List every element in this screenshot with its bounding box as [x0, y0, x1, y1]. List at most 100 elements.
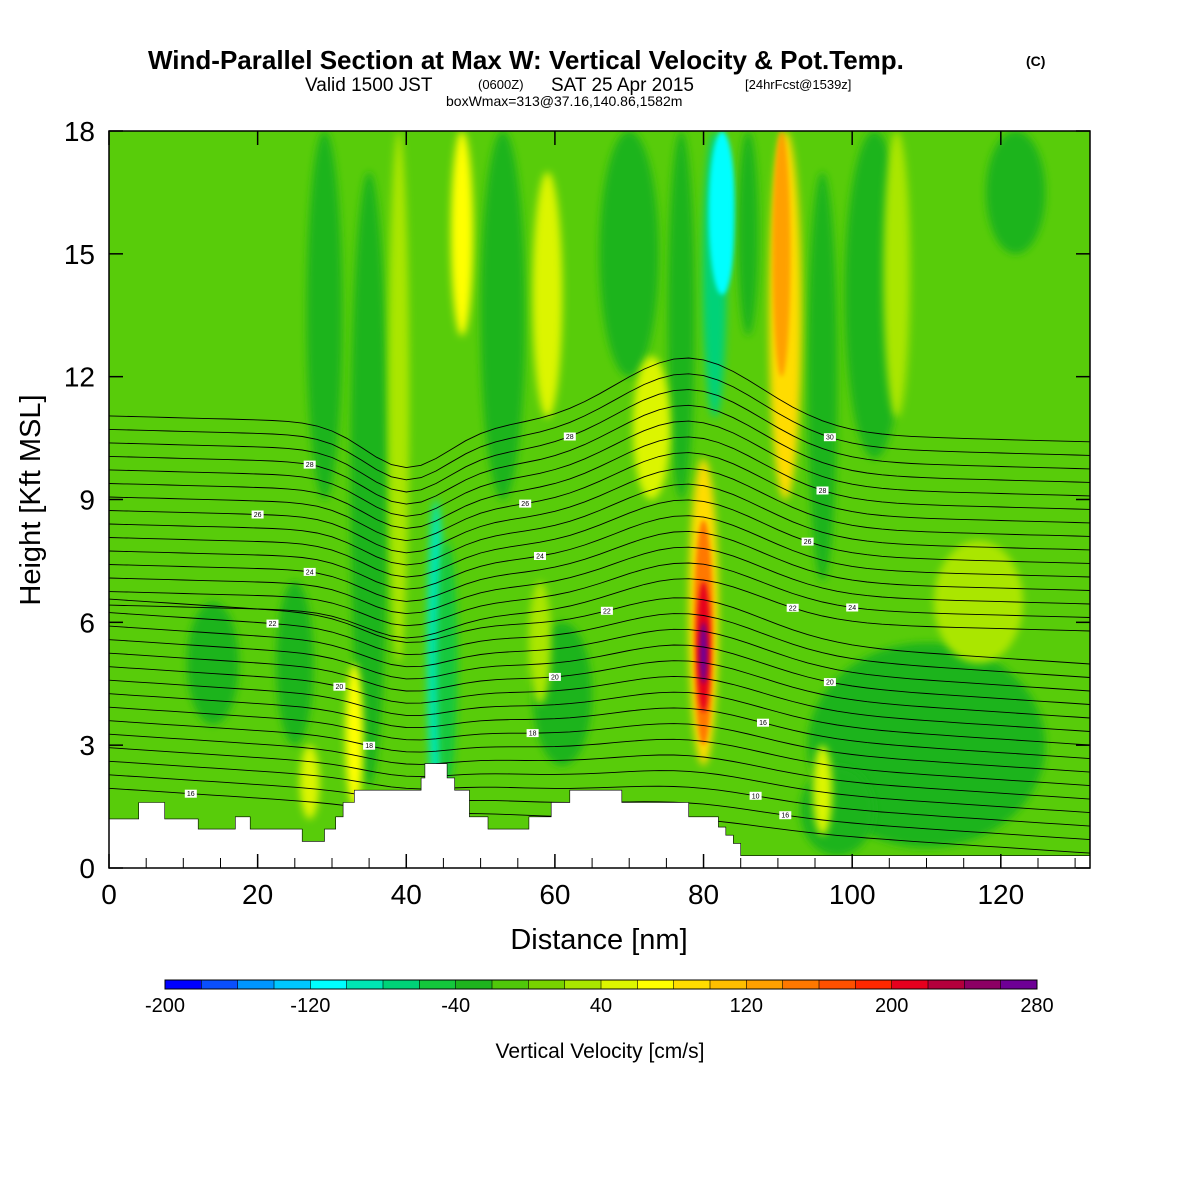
- svg-text:16: 16: [781, 813, 789, 820]
- velocity-cell: [986, 131, 1046, 254]
- title-block: Wind-Parallel Section at Max W: Vertical…: [148, 45, 1045, 109]
- svg-text:24: 24: [306, 569, 314, 576]
- subtitle-box-wmax: boxWmax=313@37.16,140.86,1582m: [446, 93, 682, 109]
- theta-contour-label: 24: [846, 603, 859, 612]
- colorbar-swatch: [346, 980, 384, 989]
- colorbar-swatch: [891, 980, 929, 989]
- velocity-cell: [599, 131, 659, 377]
- theta-contour-label: 26: [519, 499, 532, 508]
- velocity-cell: [528, 581, 552, 705]
- y-axis: 0 3 6 9 12 15 18: [64, 116, 1090, 884]
- svg-text:22: 22: [603, 608, 611, 615]
- theta-contour-line: [109, 373, 1090, 481]
- theta-contour-label: 28: [816, 486, 829, 495]
- y-tick-label: 3: [79, 730, 95, 761]
- colorbar-title: Vertical Velocity [cm/s]: [496, 1040, 705, 1063]
- theta-contour-line: [109, 733, 1090, 800]
- velocity-cell: [532, 171, 563, 418]
- theta-contour-line: [109, 562, 1090, 627]
- y-tick-label: 9: [79, 485, 95, 516]
- theta-contour-label: 16: [757, 718, 769, 727]
- theta-contour-line: [109, 483, 1090, 566]
- theta-contour-line: [109, 467, 1090, 554]
- y-tick-label: 6: [79, 607, 95, 638]
- svg-text:16: 16: [187, 791, 195, 798]
- svg-text:20: 20: [826, 680, 834, 687]
- colorbar-tick-label: 280: [1020, 995, 1053, 1017]
- colorbar-tick-label: -200: [145, 995, 185, 1017]
- colorbar-tick-label: 120: [730, 995, 763, 1017]
- theta-contour-label: 24: [534, 552, 546, 561]
- velocity-cell: [276, 581, 314, 746]
- colorbar-swatch: [237, 980, 275, 989]
- colorbar-swatch: [855, 980, 892, 989]
- svg-text:24: 24: [536, 554, 544, 561]
- theta-contour-label: 26: [251, 510, 264, 519]
- theta-contour-line: [109, 578, 1090, 639]
- svg-text:28: 28: [819, 488, 827, 495]
- x-tick-label: 120: [977, 879, 1024, 910]
- theta-contour-label: 28: [303, 460, 316, 469]
- theta-contour-label: 18: [526, 729, 539, 738]
- colorbar-swatch: [1000, 980, 1038, 989]
- velocity-cell: [345, 663, 364, 807]
- x-tick-label: 100: [829, 879, 876, 910]
- svg-text:18: 18: [529, 731, 537, 738]
- velocity-features: [187, 131, 1046, 856]
- colorbar-tick-label: 200: [875, 995, 908, 1017]
- colorbar-swatch: [492, 980, 529, 989]
- svg-text:22: 22: [789, 605, 797, 612]
- x-tick-label: 60: [539, 879, 570, 910]
- theta-contour-label: 20: [548, 672, 561, 681]
- colorbar-swatch: [782, 980, 820, 989]
- svg-text:16: 16: [759, 720, 767, 727]
- colorbar-swatch: [274, 980, 311, 989]
- theta-contour-label: 22: [786, 603, 799, 612]
- y-axis-label: Height [Kft MSL]: [15, 394, 47, 605]
- theta-contour-line: [109, 706, 1090, 773]
- colorbar-swatch: [819, 980, 856, 989]
- y-tick-label: 12: [64, 362, 95, 393]
- theta-contour-label: 28: [563, 432, 576, 441]
- subtitle-date: SAT 25 Apr 2015: [551, 75, 694, 96]
- x-tick-label: 0: [101, 879, 117, 910]
- velocity-cell: [667, 131, 695, 500]
- theta-contour-line: [109, 639, 1090, 705]
- theta-contour-label: 22: [600, 606, 613, 615]
- x-tick-label: 40: [391, 879, 422, 910]
- colorbar-swatch: [710, 980, 747, 989]
- svg-text:18: 18: [365, 743, 373, 750]
- velocity-cell: [450, 131, 474, 336]
- colorbar-swatch: [419, 980, 456, 989]
- colorbar-swatch: [310, 980, 347, 989]
- colorbar-swatch: [201, 980, 238, 989]
- velocity-cell: [807, 172, 838, 582]
- theta-contour-line: [109, 747, 1090, 814]
- theta-contour-line: [109, 530, 1090, 602]
- svg-text:28: 28: [306, 462, 314, 469]
- velocity-cell: [772, 131, 791, 377]
- theta-contour-label: 24: [303, 567, 316, 576]
- x-tick-label: 80: [688, 879, 719, 910]
- velocity-cell: [388, 131, 410, 664]
- theta-contour-line: [109, 389, 1090, 493]
- plot-area: 16 16 10 18 18 16 20 20 20 22 22 22 24 24 24 26 26 26 28 28…: [109, 131, 1090, 868]
- velocity-cell: [306, 131, 343, 500]
- subtitle-forecast: [24hrFcst@1539z]: [745, 77, 851, 92]
- velocity-cell: [300, 745, 320, 819]
- theta-contour-label: 18: [363, 741, 376, 750]
- y-tick-label: 18: [64, 116, 95, 147]
- theta-contour-line: [109, 404, 1090, 505]
- theta-contour-line: [109, 625, 1090, 692]
- colorbar-tick-label: -40: [441, 995, 470, 1017]
- theta-contour-label: 22: [266, 619, 279, 628]
- theta-contour-label: 16: [184, 789, 197, 798]
- theta-contour-line: [109, 515, 1090, 590]
- subtitle-utc: (0600Z): [478, 77, 524, 92]
- colorbar: -200 -120 -40 40 120 200 280: [145, 979, 1054, 1017]
- svg-text:10: 10: [752, 793, 760, 800]
- svg-text:30: 30: [826, 435, 834, 442]
- theta-contour-line: [109, 693, 1090, 760]
- theta-contour-line: [109, 452, 1090, 542]
- theta-contour-label: 20: [333, 682, 346, 691]
